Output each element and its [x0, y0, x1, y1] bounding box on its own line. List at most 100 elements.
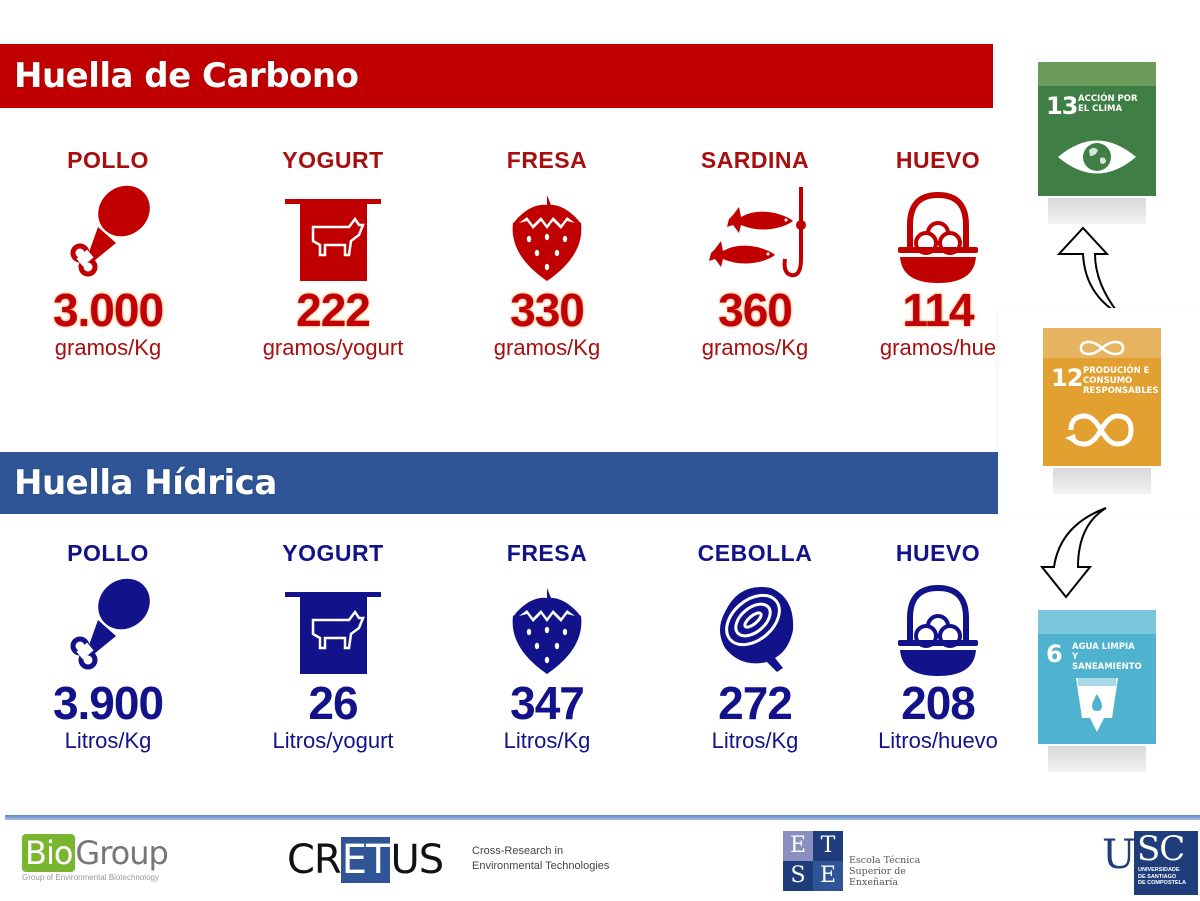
- item-unit: gramos/yogurt: [262, 335, 404, 360]
- cretus-line2: Environmental Technologies: [472, 860, 610, 872]
- water-footprint-banner: Huella Hídrica: [0, 452, 998, 514]
- cow-yogurt-icon: [285, 199, 381, 281]
- sdg-12-cube: 12 PRODUCIÓN E CONSUMO RESPONSABLES: [1043, 328, 1161, 494]
- etse-line1: Escola Técnica: [849, 855, 921, 866]
- water-item-pollo: POLLO 3.900 Litros/Kg: [8, 538, 208, 754]
- carbon-footprint-title: Huella de Carbono: [14, 56, 359, 96]
- usc-line1: UNIVERSIDADE: [1138, 867, 1180, 873]
- water-item-yogurt: YOGURT 26 Litros/yogurt: [233, 538, 433, 754]
- etse-line2: Superior de: [849, 866, 906, 877]
- strawberry-icon: [512, 588, 582, 674]
- biogroup-bio: Bio: [22, 834, 76, 872]
- carbon-footprint-banner: Huella de Carbono: [0, 44, 993, 108]
- usc-u: U: [1102, 832, 1136, 878]
- item-value: 208: [901, 677, 976, 729]
- item-name: FRESA: [506, 540, 588, 566]
- water-item-cebolla: CEBOLLA 272 Litros/Kg: [655, 538, 855, 754]
- usc-line3: DE COMPOSTELA: [1138, 880, 1186, 886]
- cube-shadow: [1048, 746, 1146, 772]
- item-value: 26: [308, 677, 358, 729]
- usc-logo: U SC UNIVERSIDADE DE SANTIAGO DE COMPOST…: [1100, 831, 1200, 895]
- etse-letter-t: T: [813, 831, 843, 861]
- cube-top: [1043, 328, 1161, 358]
- footer-divider: [5, 815, 1200, 820]
- item-name: FRESA: [506, 147, 588, 173]
- cube-face: 6 AGUA LIMPIA Y SANEAMIENTO: [1038, 634, 1156, 744]
- onion-icon: [720, 587, 794, 672]
- cretus-cr: CR: [287, 837, 342, 883]
- item-value: 272: [718, 677, 793, 729]
- carbon-item-huevo: HUEVO 114 gramos/hue: [838, 145, 1038, 361]
- item-name: YOGURT: [282, 147, 384, 173]
- item-name: HUEVO: [895, 147, 981, 173]
- water-glass-icon: [1076, 678, 1118, 732]
- usc-line2: DE SANTIAGO: [1138, 873, 1177, 880]
- item-name: HUEVO: [895, 540, 981, 566]
- sdg-number: 6: [1046, 640, 1063, 668]
- cretus-logo: CRETUS Cross-Research in Environmental T…: [287, 836, 647, 886]
- item-value: 3.000: [52, 284, 164, 336]
- item-unit: gramos/hue: [879, 335, 997, 360]
- water-item-huevo: HUEVO 208 Litros/huevo: [838, 538, 1038, 754]
- cow-yogurt-icon: [285, 592, 381, 674]
- cretus-us: US: [390, 837, 444, 883]
- item-unit: Litros/Kg: [64, 728, 152, 753]
- biogroup-subtitle: Group of Environmental Biotechnology: [22, 873, 159, 882]
- item-name: SARDINA: [700, 147, 810, 173]
- usc-sc: SC: [1137, 829, 1185, 869]
- etse-letter-e2: E: [813, 861, 843, 891]
- cube-shadow: [1048, 198, 1146, 224]
- item-value: 360: [718, 284, 793, 336]
- egg-basket-icon: [898, 584, 978, 676]
- water-footprint-title: Huella Hídrica: [14, 463, 277, 503]
- etse-letter-e: E: [783, 831, 813, 861]
- item-name: POLLO: [67, 147, 149, 173]
- cube-top: [1038, 610, 1156, 634]
- item-unit: gramos/Kg: [493, 335, 601, 360]
- carbon-item-pollo: POLLO 3.000 gramos/Kg: [8, 145, 208, 361]
- item-unit: Litros/Kg: [711, 728, 799, 753]
- eye-globe-icon: [1058, 140, 1136, 174]
- sdg-13-cube: 13 ACCIÓN POR EL CLIMA: [1038, 62, 1156, 224]
- item-name: POLLO: [67, 540, 149, 566]
- item-unit: gramos/Kg: [54, 335, 162, 360]
- item-value: 330: [510, 284, 585, 336]
- item-value: 3.900: [52, 677, 164, 729]
- egg-basket-icon: [898, 191, 978, 283]
- sdg-6-cube: 6 AGUA LIMPIA Y SANEAMIENTO: [1038, 610, 1156, 772]
- cretus-line1: Cross-Research in: [472, 845, 564, 857]
- cube-face: 12 PRODUCIÓN E CONSUMO RESPONSABLES: [1043, 358, 1161, 466]
- sdg-title: AGUA LIMPIA Y SANEAMIENTO: [1072, 642, 1142, 672]
- sdg-number: 13: [1046, 92, 1078, 120]
- arrow-down-icon: [1040, 507, 1107, 599]
- sdg-number: 12: [1051, 364, 1083, 392]
- sdg-title: PRODUCIÓN E CONSUMO RESPONSABLES: [1083, 366, 1159, 396]
- chicken-leg-icon: [70, 185, 150, 277]
- sdg-title: ACCIÓN POR EL CLIMA: [1078, 94, 1138, 114]
- etse-logo: E T S E Escola Técnica Superior de Enxeñ…: [783, 831, 933, 891]
- fish-hook-icon: [709, 187, 806, 278]
- infinity-icon: [1079, 340, 1125, 356]
- item-value: 347: [510, 677, 585, 729]
- arrow-up-icon: [1056, 226, 1120, 315]
- cube-top: [1038, 62, 1156, 86]
- item-unit: Litros/Kg: [503, 728, 591, 753]
- carbon-item-yogurt: YOGURT 222 gramos/yogurt: [233, 145, 433, 361]
- etse-line3: Enxeñaría: [849, 877, 899, 888]
- carbon-item-fresa: FRESA 330 gramos/Kg: [447, 145, 647, 361]
- biogroup-logo: BioGroup Group of Environmental Biotechn…: [22, 834, 192, 890]
- water-item-fresa: FRESA 347 Litros/Kg: [447, 538, 647, 754]
- item-name: YOGURT: [282, 540, 384, 566]
- item-unit: gramos/Kg: [701, 335, 809, 360]
- chicken-leg-icon: [70, 578, 150, 670]
- infinity-icon: [1065, 413, 1134, 447]
- strawberry-icon: [512, 195, 582, 281]
- cube-face: 13 ACCIÓN POR EL CLIMA: [1038, 86, 1156, 196]
- item-value: 114: [902, 284, 974, 336]
- item-name: CEBOLLA: [697, 540, 813, 566]
- cube-shadow: [1053, 468, 1151, 494]
- cretus-et: ET: [340, 837, 391, 883]
- item-unit: Litros/yogurt: [272, 728, 394, 753]
- item-value: 222: [296, 284, 371, 336]
- biogroup-group: Group: [75, 834, 168, 872]
